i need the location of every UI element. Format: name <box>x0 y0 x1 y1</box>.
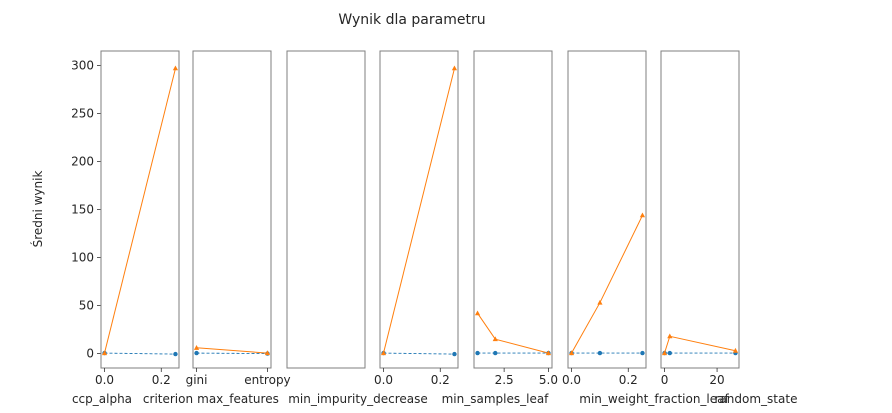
x-axis-label: min_impurity_decrease <box>288 392 428 406</box>
x-tick-label: 0.2 <box>152 373 171 387</box>
y-tick-label: 100 <box>71 251 94 265</box>
x-tick-label: 0.2 <box>619 373 638 387</box>
data-point <box>475 350 480 356</box>
data-point <box>380 350 387 356</box>
data-point <box>173 351 178 357</box>
series-line-dashed <box>196 352 268 355</box>
data-point <box>193 345 200 350</box>
y-tick-label: 200 <box>71 154 94 168</box>
y-tick-label: 150 <box>71 203 94 217</box>
x-tick-label: 0.0 <box>562 373 581 387</box>
panel-frame <box>379 50 459 369</box>
series-line-solid <box>477 312 549 354</box>
data-point <box>264 350 271 356</box>
x-axis-label: min_weight_fraction_leaf <box>579 392 729 406</box>
data-point <box>452 351 457 357</box>
data-point <box>172 65 179 71</box>
data-point <box>667 333 673 339</box>
y-axis-label: Średni wynik <box>30 171 45 248</box>
y-tick-label: 0 <box>86 347 94 361</box>
data-point <box>597 299 603 305</box>
data-point <box>451 65 458 71</box>
series-line-solid <box>571 215 643 354</box>
panel-frame <box>660 50 740 369</box>
data-point <box>194 350 199 356</box>
y-tick-label: 250 <box>71 106 94 120</box>
y-tick-label: 50 <box>79 299 94 313</box>
data-point <box>493 350 498 356</box>
data-point <box>474 310 481 316</box>
x-axis-label: min_samples_leaf <box>442 392 550 406</box>
y-tick-label: 300 <box>71 58 94 72</box>
series-line-solid <box>196 347 268 354</box>
panel-frame <box>567 50 647 369</box>
data-point <box>492 336 498 342</box>
x-axis-label: ccp_alpha <box>72 392 132 406</box>
x-tick-label: 0.0 <box>374 373 393 387</box>
x-tick-label: 0.0 <box>95 373 114 387</box>
data-point <box>640 350 645 356</box>
x-tick-label: 20 <box>709 373 724 387</box>
x-tick-label: gini <box>186 373 208 387</box>
data-point <box>597 350 603 356</box>
x-tick-label: 5.0 <box>539 373 558 387</box>
data-point <box>568 350 575 356</box>
panel-frame <box>473 50 553 369</box>
x-tick-label: 2.5 <box>495 373 514 387</box>
data-point <box>732 347 739 353</box>
x-tick-label: 0.2 <box>431 373 450 387</box>
x-axis-label: criterion <box>143 392 193 406</box>
data-point <box>101 350 108 356</box>
series-line-dashed <box>104 352 176 355</box>
panel-frame <box>286 50 366 369</box>
series-line-dashed <box>383 352 455 355</box>
chart-title: Wynik dla parametru <box>338 12 485 28</box>
data-point <box>639 212 646 218</box>
panel-frame <box>192 50 272 369</box>
data-point <box>545 350 552 356</box>
series-line-solid <box>664 335 736 354</box>
x-tick-label: entropy <box>244 373 290 387</box>
x-axis-label: max_features <box>197 392 279 406</box>
data-point <box>661 350 668 356</box>
series-line-solid <box>383 68 455 354</box>
x-axis-label: random_state <box>715 392 798 406</box>
panel-frame <box>100 50 180 369</box>
series-line-solid <box>104 68 176 354</box>
data-point <box>667 350 672 356</box>
x-tick-label: 0 <box>661 373 669 387</box>
